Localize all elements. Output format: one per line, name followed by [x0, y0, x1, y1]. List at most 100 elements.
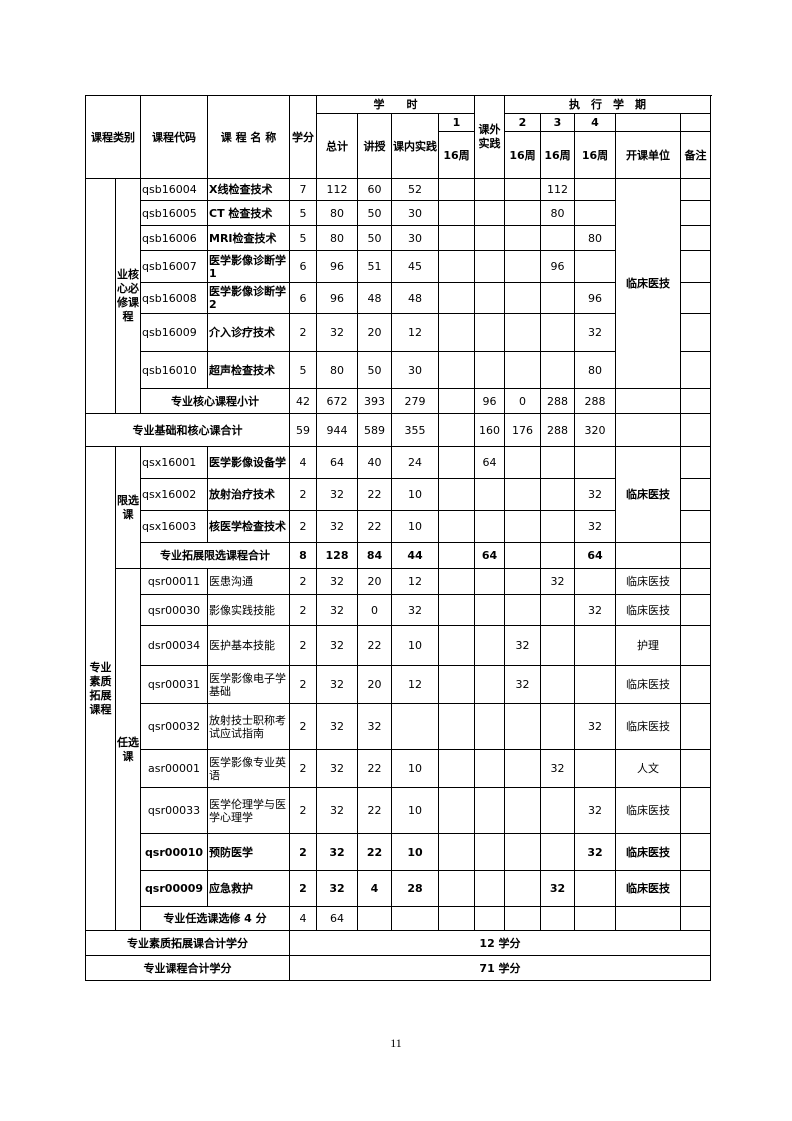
table-cell [504, 906, 541, 931]
note-cell [680, 178, 711, 201]
course-row: qsb16005 CT 检查技术 5 80 50 30 80 [86, 200, 711, 226]
table-cell: 45 [391, 250, 439, 283]
table-cell: 0 [504, 388, 541, 414]
course-name: 预防医学 [207, 833, 290, 871]
table-cell: 12 [391, 665, 439, 704]
table-cell: 64 [474, 542, 505, 569]
table-cell: 32 [316, 749, 358, 788]
table-cell: 2 [289, 703, 317, 750]
table-cell [438, 870, 475, 907]
unit-cell: 临床医技 [615, 568, 681, 595]
grand-total-label: 专业课程合计学分 [85, 955, 290, 981]
table-cell: 2 [289, 568, 317, 595]
table-cell [474, 749, 505, 788]
course-code: qsr00010 [140, 833, 208, 871]
note-cell [680, 787, 711, 834]
header-note: 备注 [680, 131, 711, 179]
table-cell: 6 [289, 282, 317, 314]
subtotal-label: 专业拓展限选课程合计 [140, 542, 290, 569]
table-cell: 2 [289, 625, 317, 666]
table-cell: 10 [391, 510, 439, 543]
table-cell [438, 510, 475, 543]
table-cell: 96 [316, 282, 358, 314]
table-cell: 2 [504, 113, 541, 132]
table-cell [504, 446, 541, 479]
note-cell [680, 282, 711, 314]
header-semesters: 执 行 学 期 [504, 95, 711, 114]
table-cell: 176 [504, 413, 541, 447]
course-code: qsr00011 [140, 568, 208, 595]
table-cell [474, 178, 505, 201]
table-cell [574, 446, 616, 479]
table-cell [474, 594, 505, 626]
course-row: qsr00010 预防医学 2 32 22 10 32 临床医技 [86, 833, 711, 871]
table-cell: 32 [357, 703, 392, 750]
table-cell: 5 [289, 351, 317, 389]
table-cell: 64 [316, 446, 358, 479]
table-cell [540, 225, 575, 251]
course-row: asr00001 医学影像专业英语 2 32 22 10 32 人文 [86, 749, 711, 788]
table-cell [540, 703, 575, 750]
table-cell [540, 787, 575, 834]
course-row: qsr00031 医学影像电子学基础 2 32 20 12 32 临床医技 [86, 665, 711, 704]
course-row: qsr00033 医学伦理学与医学心理学 2 32 22 10 32 临床医技 [86, 787, 711, 834]
course-code: qsb16008 [140, 282, 208, 314]
course-code: dsr00034 [140, 625, 208, 666]
table-cell: 32 [540, 870, 575, 907]
course-row: 专业素质拓展课程 限选课 qsx16001 医学影像设备学 4 64 40 24 64 临床医技 [85, 446, 711, 931]
subtotal-label: 专业核心课程小计 [140, 388, 290, 414]
table-cell: 20 [357, 665, 392, 704]
table-cell [540, 594, 575, 626]
table-cell: 32 [540, 749, 575, 788]
table-cell [474, 313, 505, 352]
table-cell: 30 [391, 200, 439, 226]
course-code: qsx16001 [140, 446, 208, 479]
header-practice-in: 课内实践 [391, 113, 439, 179]
table-cell [504, 787, 541, 834]
table-cell: 28 [391, 870, 439, 907]
table-cell [438, 906, 475, 931]
table-cell: 22 [357, 625, 392, 666]
table-cell: 30 [391, 351, 439, 389]
course-row: qsb16009 介入诊疗技术 2 32 20 12 32 [86, 313, 711, 352]
table-cell: 160 [474, 413, 505, 447]
table-cell [504, 749, 541, 788]
table-cell: 32 [316, 510, 358, 543]
note-cell [680, 200, 711, 226]
table-cell: 32 [316, 703, 358, 750]
table-cell: 64 [574, 542, 616, 569]
total-row: 专业素质拓展课合计学分 12 学分 [85, 930, 711, 956]
table-cell [474, 906, 505, 931]
table-cell [438, 568, 475, 595]
table-cell: 32 [316, 665, 358, 704]
table-cell [504, 282, 541, 314]
total-row: 专业基础和核心课合计 59 944 589 355 160 176 288 320 [85, 413, 711, 447]
unit-cell: 临床医技 [615, 833, 681, 871]
header-row: 课程类别 课程代码课 程 名 称学分学 时课外实践执 行 学 期 [85, 95, 711, 179]
table-cell: 42 [289, 388, 317, 414]
course-row: qsr00009 应急救护 2 32 4 28 32 临床医技 [86, 870, 711, 907]
table-cell: 32 [540, 568, 575, 595]
table-cell [574, 178, 616, 201]
table-cell: 5 [289, 200, 317, 226]
table-cell [680, 113, 711, 132]
table-cell: 80 [316, 225, 358, 251]
header-lecture: 讲授 [357, 113, 392, 179]
table-cell: 2 [289, 510, 317, 543]
course-name: 医学影像电子学基础 [207, 665, 290, 704]
course-name: 医学影像专业英语 [207, 749, 290, 788]
table-cell [504, 594, 541, 626]
table-cell [504, 178, 541, 201]
course-name: 超声检查技术 [207, 351, 290, 389]
table-cell [474, 225, 505, 251]
table-cell [474, 351, 505, 389]
table-cell: 44 [391, 542, 439, 569]
total-row: 专业课程合计学分 71 学分 [85, 955, 711, 981]
table-cell: 288 [540, 388, 575, 414]
course-code: qsr00033 [140, 787, 208, 834]
table-cell [680, 906, 711, 931]
note-cell [680, 625, 711, 666]
course-row: qsx16002 放射治疗技术 2 32 22 10 32 [86, 478, 711, 511]
note-cell [680, 351, 711, 389]
table-cell [474, 250, 505, 283]
